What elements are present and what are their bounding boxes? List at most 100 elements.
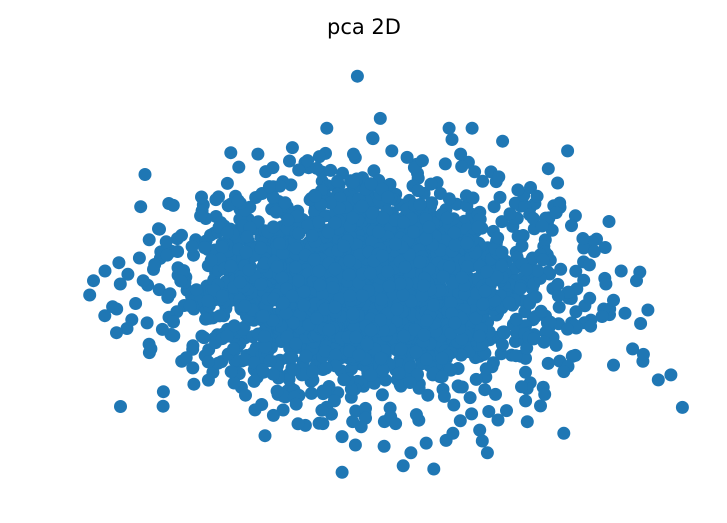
scatter-point [415,154,429,168]
scatter-point [487,200,501,214]
scatter-point [324,163,338,177]
scatter-point [258,340,272,354]
scatter-point [289,260,302,274]
scatter-point [270,260,284,274]
scatter-point [495,259,509,273]
scatter-point [527,332,541,346]
scatter-point [536,253,550,267]
scatter-point [509,349,523,363]
scatter-point [636,347,650,361]
scatter-point [557,365,571,379]
scatter-point [478,383,492,397]
scatter-point [413,198,427,211]
scatter-point [156,399,170,413]
scatter-point [473,329,487,343]
scatter-point [292,227,306,240]
scatter-point [618,306,632,320]
scatter-point [156,385,170,399]
scatter-point [160,248,174,262]
scatter-point [227,319,241,333]
scatter-point [630,274,643,288]
scatter-point [376,323,390,337]
scatter-point [354,420,368,434]
scatter-point [254,277,268,291]
scatter-point [552,300,566,314]
scatter-point [425,196,439,210]
scatter-point [360,337,374,351]
scatter-point [436,270,450,284]
scatter-point [266,367,280,381]
scatter-point [256,309,270,323]
scatter-point [282,372,296,386]
scatter-point [514,282,527,296]
scatter-point [355,289,369,303]
scatter-point [367,164,381,178]
scatter-point [329,348,343,362]
scatter-point [469,372,483,386]
scatter-point [417,328,431,342]
scatter-point [468,165,482,179]
scatter-point [289,337,303,351]
scatter-point [519,365,532,379]
scatter-point [561,144,575,158]
scatter-point [308,189,322,203]
scatter-point [132,251,146,265]
scatter-point [554,262,568,276]
scatter-point [419,436,433,450]
scatter-point [350,69,364,83]
scatter-point [463,391,477,405]
scatter-point [530,264,544,278]
scatter-point [440,211,454,225]
scatter-point [321,225,335,239]
scatter-point [519,394,533,408]
scatter-point [175,228,188,242]
scatter-point [112,256,126,270]
scatter-point [413,255,427,269]
scatter-point [595,310,609,323]
scatter-point [328,300,342,314]
scatter-point [242,263,256,277]
scatter-point [460,260,474,273]
scatter-point [446,426,460,440]
scatter-point [561,285,575,299]
scatter-point [393,277,407,291]
scatter-point [220,226,234,240]
scatter-point [347,147,360,161]
scatter-point [557,426,571,440]
scatter-point [285,351,299,364]
scatter-point [626,342,640,356]
scatter-point [520,415,534,429]
scatter-point [492,170,506,184]
scatter-point [186,339,200,353]
scatter-point [98,264,112,278]
scatter-point [569,305,583,319]
scatter-point [539,325,553,339]
scatter-point [155,322,169,336]
scatter-point [121,267,135,281]
scatter-point [445,133,459,146]
scatter-point [577,273,591,287]
scatter-point [256,363,269,377]
scatter-point [568,348,582,362]
scatter-point [316,417,330,431]
scatter-point [289,397,303,411]
scatter-point [482,405,496,418]
scatter-point [204,253,218,267]
scatter-point [664,368,678,382]
scatter-point [502,296,516,310]
scatter-point [281,213,295,227]
scatter-point [270,384,284,398]
scatter-point [318,302,332,316]
scatter-point [509,312,523,326]
scatter-point [471,220,485,234]
scatter-point [306,365,320,379]
scatter-point [473,423,487,437]
scatter-point [496,134,510,148]
scatter-point [545,223,559,237]
scatter-point [469,311,483,325]
scatter-point [376,211,390,225]
scatter-point [201,355,215,369]
scatter-point [125,313,139,327]
scatter-point [392,366,406,380]
scatter-point [466,191,480,205]
